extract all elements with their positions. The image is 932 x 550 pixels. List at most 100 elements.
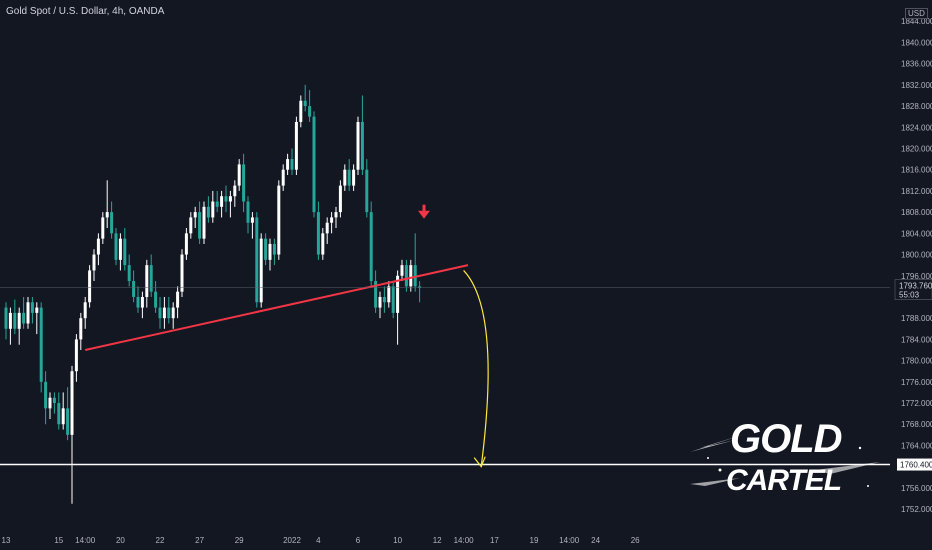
candle — [391, 281, 395, 319]
candle — [281, 164, 285, 191]
price-tick-label: 1756.000 — [901, 484, 932, 493]
candle — [88, 265, 92, 308]
candle — [26, 296, 30, 329]
support-price-badge: 1760.400 — [897, 458, 932, 471]
candle — [396, 270, 400, 345]
candle-body — [330, 217, 334, 223]
candle-body — [17, 312, 21, 329]
candle-body — [176, 291, 180, 308]
candle-body — [255, 217, 259, 303]
ascending-trendline[interactable] — [84, 264, 469, 351]
candle — [303, 84, 307, 112]
candle-body — [8, 312, 12, 329]
candle — [277, 180, 281, 260]
candle — [387, 281, 391, 308]
symbol-title[interactable]: Gold Spot / U.S. Dollar, 4h, OANDA — [6, 6, 165, 17]
candle-body — [26, 302, 30, 324]
candle — [79, 312, 83, 350]
time-tick-label: 4 — [316, 536, 321, 545]
candle — [272, 238, 276, 266]
candle — [96, 233, 100, 266]
candle — [57, 392, 61, 430]
candle-body — [184, 233, 188, 255]
candle — [382, 286, 386, 313]
candle — [92, 249, 96, 282]
time-axis[interactable]: 13 15 14:00 20 22 27 29 2022 4 6 10 12 14:00 17 19 14:0… — [2, 536, 641, 545]
candle — [418, 281, 422, 303]
candle — [13, 299, 17, 335]
candle — [228, 190, 232, 218]
price-tick-label: 1752.000 — [901, 505, 932, 514]
candle-body — [140, 296, 144, 308]
price-tick-label: 1780.000 — [901, 357, 932, 366]
candle-body — [158, 307, 162, 319]
candle-body — [22, 312, 26, 324]
candle-body — [198, 212, 202, 239]
candle-body — [391, 286, 395, 313]
candle — [250, 212, 254, 239]
candle-body — [83, 302, 87, 319]
candle — [66, 387, 70, 441]
candle-body — [162, 307, 166, 319]
currency-label[interactable]: USD — [905, 8, 928, 19]
price-tick-label: 1808.000 — [901, 208, 932, 217]
candle — [268, 238, 272, 271]
candle — [35, 302, 39, 335]
candle — [145, 259, 149, 308]
candle — [171, 302, 175, 329]
candle — [8, 307, 12, 345]
candle — [105, 180, 109, 229]
candle — [206, 196, 210, 223]
candle — [312, 111, 316, 218]
candle — [360, 95, 364, 175]
time-tick-label: 10 — [393, 536, 402, 545]
candle-body — [246, 201, 250, 223]
candle-body — [334, 212, 338, 218]
candle — [180, 249, 184, 297]
candle-body — [321, 233, 325, 255]
candle — [334, 206, 338, 229]
candle-body — [352, 169, 356, 186]
candle — [136, 286, 140, 313]
time-tick-label: 20 — [116, 536, 125, 545]
candle-body — [154, 291, 158, 308]
candle-body — [92, 254, 96, 271]
projection-arrow[interactable] — [463, 270, 489, 467]
candle — [30, 296, 34, 324]
candle — [211, 190, 215, 223]
candle-body — [101, 217, 105, 239]
candle — [378, 291, 382, 319]
candle-body — [114, 233, 118, 260]
candle — [286, 153, 290, 175]
candle-body — [96, 238, 100, 255]
candle — [338, 180, 342, 218]
candle-body — [123, 238, 127, 266]
candle-body — [39, 307, 43, 382]
price-axis[interactable]: 1752.0001756.0001760.0001764.0001768.000… — [894, 17, 932, 514]
candle — [101, 212, 105, 244]
candle-body — [299, 100, 303, 122]
time-tick-label: 14:00 — [75, 536, 96, 545]
candle-body — [233, 185, 237, 197]
candle-body — [365, 169, 369, 213]
candle — [4, 302, 8, 340]
candle-body — [369, 212, 373, 282]
candle — [246, 196, 250, 234]
candle — [413, 233, 417, 292]
candle — [404, 259, 408, 292]
candle-body — [149, 265, 153, 292]
candle-body — [413, 265, 417, 287]
candle-body — [13, 312, 17, 329]
current-price-label: 1793.760 — [899, 282, 932, 291]
candle — [110, 201, 114, 239]
candle — [154, 281, 158, 313]
candle — [202, 201, 206, 244]
candle-body — [206, 206, 210, 218]
candle — [316, 201, 320, 260]
candle — [343, 164, 347, 191]
candle — [321, 228, 325, 260]
down-arrow-icon — [418, 204, 430, 219]
candle-body — [290, 159, 294, 170]
candle — [400, 259, 404, 282]
